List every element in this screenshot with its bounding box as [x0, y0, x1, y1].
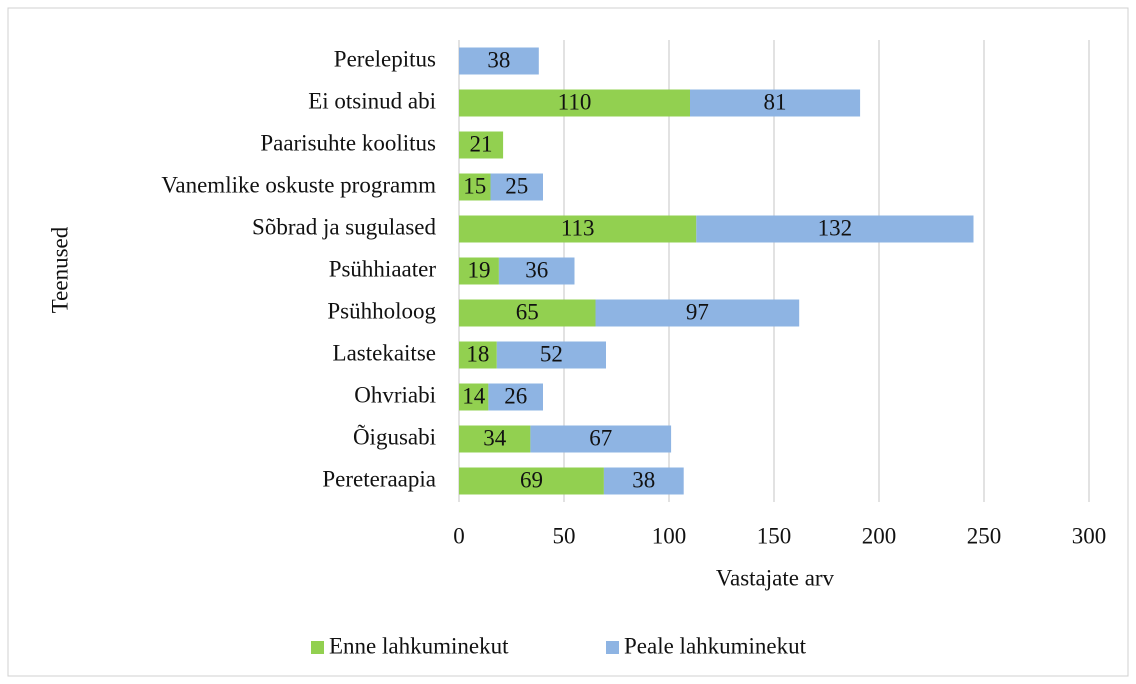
- data-label: 69: [520, 467, 543, 492]
- bar-segment: [530, 425, 672, 453]
- bar-segment: [459, 299, 596, 327]
- bar-segment: [459, 341, 497, 369]
- y-axis-title: Teenused: [47, 226, 72, 313]
- data-label: 65: [516, 299, 539, 324]
- data-label: 67: [589, 425, 612, 450]
- y-tick-label: Pereteraapia: [322, 466, 436, 491]
- bar-segment: [459, 215, 697, 243]
- bar-segment: [459, 257, 499, 285]
- data-label: 15: [463, 173, 486, 198]
- bar-segment: [595, 299, 800, 327]
- bar-segment: [496, 341, 606, 369]
- y-tick-label: Vanemlike oskuste programm: [161, 172, 436, 197]
- y-tick-label: Ohvriabi: [354, 382, 436, 407]
- data-label: 25: [505, 173, 528, 198]
- bar-segment: [603, 467, 684, 495]
- y-tick-label: Perelepitus: [334, 46, 436, 71]
- data-label: 113: [561, 215, 595, 240]
- bar-segment: [459, 173, 491, 201]
- y-tick-label: Sõbrad ja sugulased: [252, 214, 436, 239]
- bar-segment: [498, 257, 575, 285]
- data-label: 52: [540, 341, 563, 366]
- bar-segment: [459, 425, 531, 453]
- data-label: 21: [470, 131, 493, 156]
- y-tick-label: Paarisuhte koolitus: [260, 130, 436, 155]
- bar-segment: [459, 89, 690, 117]
- bar-segment: [459, 131, 504, 159]
- data-label: 19: [467, 257, 490, 282]
- x-axis-title: Vastajate arv: [716, 565, 835, 590]
- legend-label: Peale lahkuminekut: [624, 633, 807, 658]
- legend-swatch: [311, 641, 324, 654]
- x-tick-label: 100: [652, 523, 687, 548]
- x-tick-label: 300: [1072, 523, 1107, 548]
- data-label: 38: [487, 47, 510, 72]
- data-label: 34: [483, 425, 507, 450]
- bar-segment: [459, 383, 489, 411]
- x-tick-label: 250: [967, 523, 1002, 548]
- x-tick-label: 50: [553, 523, 576, 548]
- bar-segment: [459, 47, 539, 75]
- bar-segment: [696, 215, 974, 243]
- y-tick-label: Ei otsinud abi: [308, 88, 436, 113]
- data-label: 36: [525, 257, 548, 282]
- bar-segment: [488, 383, 543, 411]
- data-label: 132: [818, 215, 853, 240]
- y-tick-label: Õigusabi: [353, 423, 436, 449]
- x-tick-label: 200: [862, 523, 897, 548]
- data-label: 81: [764, 89, 787, 114]
- data-label: 14: [462, 383, 486, 408]
- data-label: 26: [504, 383, 527, 408]
- data-label: 97: [686, 299, 709, 324]
- y-tick-label: Lastekaitse: [333, 340, 436, 365]
- data-label: 38: [632, 467, 655, 492]
- legend-label: Enne lahkuminekut: [329, 633, 509, 658]
- x-tick-label: 0: [453, 523, 465, 548]
- data-label: 18: [466, 341, 489, 366]
- bar-segment: [490, 173, 543, 201]
- bar-segment: [690, 89, 861, 117]
- data-label: 110: [558, 89, 592, 114]
- bar-segment: [459, 467, 604, 495]
- x-tick-label: 150: [757, 523, 792, 548]
- y-tick-label: Psühhiaater: [329, 256, 437, 281]
- y-tick-label: Psühholoog: [327, 298, 436, 323]
- legend-swatch: [606, 641, 619, 654]
